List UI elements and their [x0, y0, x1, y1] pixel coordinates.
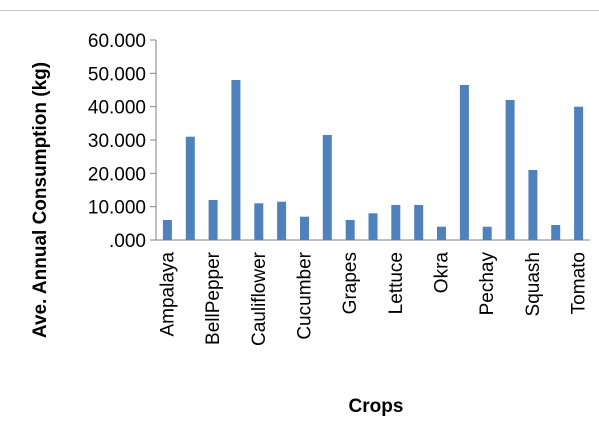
x-tick-label: Cauliflower: [249, 251, 270, 346]
axes: [155, 40, 590, 241]
bar: [300, 216, 309, 240]
bar: [574, 106, 584, 240]
y-tick-label: 50.000: [88, 64, 146, 85]
y-tick-label: 10.000: [88, 198, 146, 219]
bar: [231, 80, 241, 240]
bar: [482, 226, 492, 240]
x-tick-label: Tomato: [569, 252, 590, 314]
x-tick-label: Okra: [432, 252, 453, 294]
bar: [551, 225, 561, 240]
x-tick-label: Cucumber: [294, 251, 315, 339]
bar: [391, 205, 401, 240]
x-tick-label: Grapes: [340, 252, 361, 314]
x-tick-label: BellPepper: [203, 251, 224, 345]
bar: [345, 220, 355, 240]
bar: [185, 136, 195, 240]
bar: [505, 100, 515, 240]
x-axis-title: Crops: [349, 396, 404, 417]
bar: [528, 170, 538, 240]
y-tick-labels: .000 10.000 20.000 30.000 40.000 50.000 60.000: [88, 31, 156, 252]
x-tick-label: Squash: [523, 252, 544, 316]
x-tick-label: Pechay: [477, 252, 498, 316]
bar: [208, 200, 218, 240]
bar: [277, 201, 287, 240]
y-tick-label: 30.000: [88, 131, 146, 152]
bar: [368, 213, 378, 240]
x-tick-label: Lettuce: [386, 252, 407, 314]
top-border-line: [0, 10, 599, 11]
y-axis-title: Ave. Annual Consumption (kg): [30, 62, 51, 338]
bar: [414, 205, 424, 240]
y-tick-label: 60.000: [88, 31, 146, 52]
x-tick-labels: Ampalaya BellPepper Cauliflower Cucumber Gra…: [157, 251, 589, 346]
bars: [162, 80, 584, 240]
bar: [437, 226, 446, 240]
bar: [162, 220, 172, 240]
y-tick-label: 20.000: [88, 164, 146, 185]
y-tick-label: .000: [109, 231, 146, 252]
bar: [459, 85, 469, 240]
bar: [322, 135, 332, 240]
y-tick-label: 40.000: [88, 98, 146, 119]
bar: [254, 203, 264, 240]
x-tick-label: Ampalaya: [157, 252, 178, 337]
